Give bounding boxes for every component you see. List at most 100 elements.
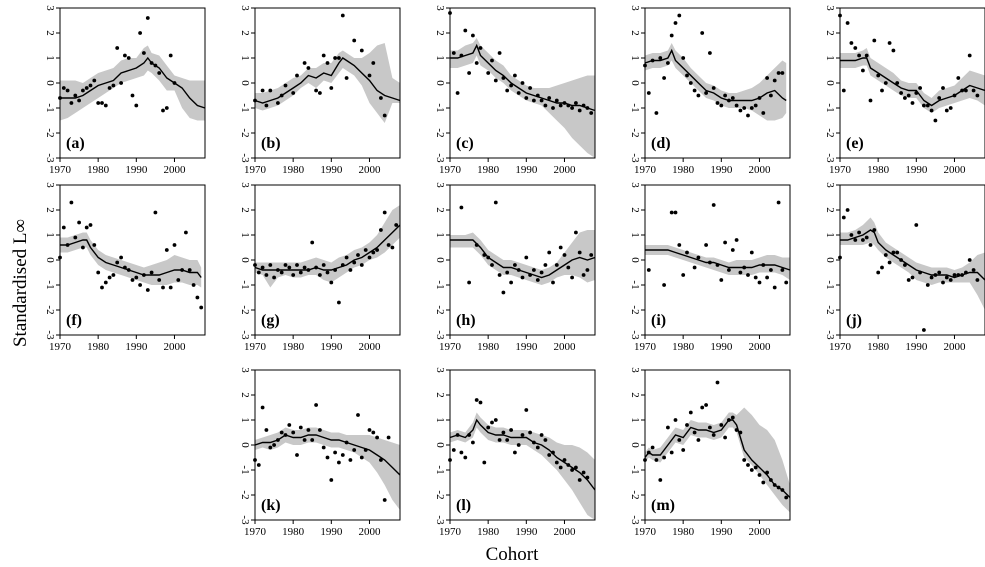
data-point: [490, 263, 494, 267]
data-point: [302, 61, 307, 65]
data-point: [941, 280, 945, 285]
confidence-band: [450, 230, 595, 285]
y-tick-label: 1: [44, 232, 56, 238]
data-point: [539, 270, 544, 275]
data-point: [340, 453, 345, 457]
data-point: [268, 88, 273, 93]
data-point: [310, 438, 315, 442]
data-point: [516, 91, 521, 95]
data-point: [363, 248, 368, 252]
data-point: [451, 51, 456, 55]
data-point: [279, 270, 284, 275]
data-point: [505, 270, 510, 275]
data-point: [528, 273, 532, 277]
y-tick-label: 3: [824, 5, 836, 11]
data-point: [478, 46, 483, 50]
y-tick-label: -2: [434, 490, 446, 499]
data-point: [914, 223, 919, 227]
data-point: [708, 425, 712, 430]
data-point: [482, 460, 487, 465]
data-point: [922, 328, 926, 332]
data-point: [776, 485, 781, 490]
panel-label: (c): [456, 135, 474, 152]
panel-13: 1970 1980 1990 2000 -3 -2 -1 0 1 2 3 (m): [629, 367, 791, 538]
data-point: [283, 263, 288, 267]
data-point: [551, 106, 555, 110]
data-point: [772, 78, 777, 83]
y-tick-label: 0: [44, 80, 56, 86]
data-point: [738, 108, 743, 113]
data-point: [688, 81, 693, 85]
data-point: [187, 268, 192, 272]
data-point: [516, 268, 521, 272]
data-point: [276, 438, 280, 442]
data-point: [883, 81, 888, 85]
data-point: [933, 118, 938, 123]
y-tick-label: 3: [629, 367, 641, 373]
data-point: [298, 425, 303, 430]
data-point: [711, 86, 716, 90]
data-point: [551, 450, 555, 455]
y-tick-label: -3: [629, 153, 641, 163]
confidence-band: [450, 412, 595, 520]
data-point: [849, 41, 854, 45]
data-point: [264, 103, 269, 108]
data-point: [96, 101, 101, 105]
data-point: [864, 235, 869, 240]
x-tick-label: 1990: [515, 526, 538, 538]
x-tick-label: 1980: [867, 341, 890, 353]
data-point: [314, 403, 318, 407]
data-point: [264, 428, 269, 432]
data-point: [471, 440, 475, 445]
data-point: [589, 253, 594, 257]
data-point: [646, 450, 651, 455]
y-tick-label: 2: [44, 30, 56, 36]
data-point: [681, 273, 686, 277]
data-point: [164, 248, 169, 252]
y-tick-label: 0: [44, 257, 56, 263]
data-point: [857, 230, 861, 235]
data-point: [157, 71, 162, 75]
y-axis-title: Standardised L∞: [10, 219, 31, 347]
data-point: [375, 248, 379, 252]
x-tick-label: 2000: [358, 164, 381, 176]
y-tick-label: 2: [239, 30, 251, 36]
data-point: [115, 46, 120, 50]
y-tick-label: -1: [629, 465, 641, 474]
data-point: [585, 475, 590, 480]
data-point: [967, 53, 972, 58]
y-tick-label: -1: [434, 465, 446, 474]
panel-5: 1970 1980 1990 2000 -3 -2 -1 0 1 2 3 (e): [824, 5, 985, 176]
data-point: [337, 300, 341, 305]
data-point: [960, 273, 964, 277]
data-point: [386, 243, 391, 247]
data-point: [96, 270, 101, 275]
y-tick-label: -3: [239, 153, 251, 163]
data-point: [654, 458, 659, 462]
data-point: [367, 255, 372, 260]
x-tick-label: 1980: [867, 164, 890, 176]
data-point: [356, 413, 360, 417]
data-point: [887, 260, 892, 265]
data-point: [960, 88, 964, 93]
data-point: [329, 86, 334, 90]
data-point: [753, 275, 758, 280]
data-point: [291, 430, 296, 435]
y-tick-label: 1: [239, 232, 251, 238]
x-tick-label: 1990: [320, 164, 343, 176]
x-tick-label: 1970: [439, 164, 462, 176]
data-point: [761, 111, 766, 115]
data-point: [306, 66, 311, 70]
confidence-band: [840, 217, 985, 310]
y-tick-label: -1: [44, 280, 56, 289]
y-tick-label: -2: [824, 305, 836, 314]
panel-label: (a): [66, 135, 85, 152]
y-tick-label: 1: [824, 55, 836, 61]
data-point: [922, 103, 926, 108]
y-tick-label: 3: [239, 367, 251, 373]
data-point: [853, 238, 858, 242]
data-point: [115, 260, 120, 265]
data-point: [708, 51, 712, 55]
data-point: [666, 425, 670, 430]
y-tick-label: -1: [239, 465, 251, 474]
